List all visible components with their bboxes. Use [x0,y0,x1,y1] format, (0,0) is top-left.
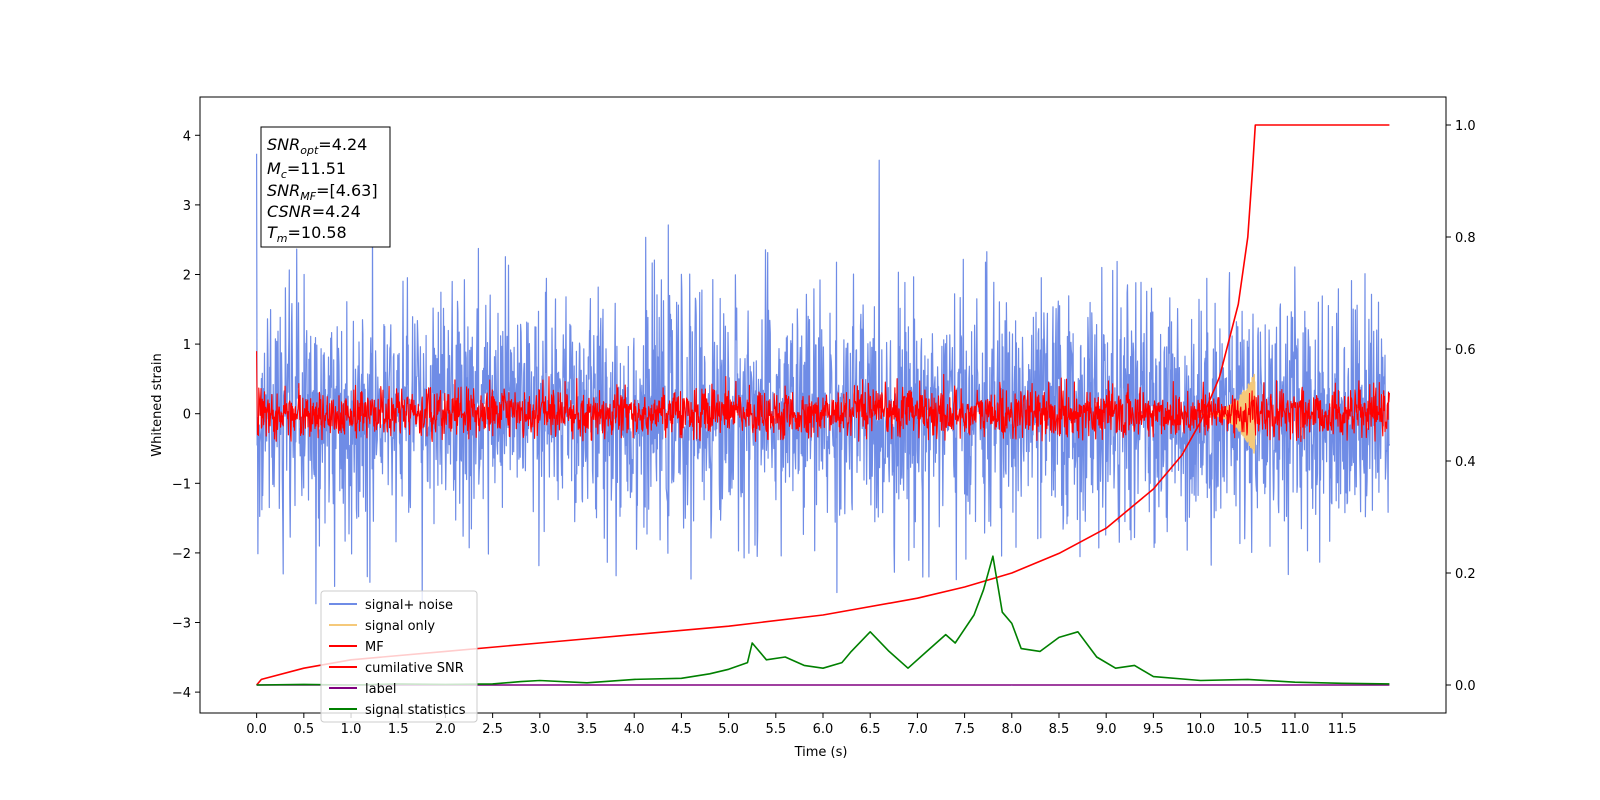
legend-item-signal-statistics: signal statistics [329,703,466,718]
legend-label: signal only [365,619,435,634]
x-tick-label: 1.5 [388,722,409,737]
x-tick-label: 4.0 [624,722,645,737]
x-tick-label: 0.5 [293,722,314,737]
legend-frame [320,590,478,723]
x-tick-label: 9.5 [1143,722,1164,737]
x-tick-label: 4.5 [671,722,692,737]
y-tick-label: 1 [183,338,191,353]
x-tick-label: 9.0 [1096,722,1117,737]
y2-tick-label: 0.6 [1455,343,1476,358]
legend-label: signal statistics [365,703,466,718]
x-tick-label: 1.0 [341,722,362,737]
legend-label: cumilative SNR [365,661,464,676]
axis-layer: 0.0 0.5 1.0 1.5 2.0 2.5 3.0 3.5 4.0 4.5 5.0 5.5 6.0 6… [172,119,1476,737]
legend-label: MF [365,640,384,655]
y2-tick-label: 0.2 [1455,567,1476,582]
series-signal-statistics [256,555,1390,686]
y-tick-label: −2 [172,547,191,562]
legend-label: label [365,682,396,697]
x-tick-label: 8.0 [1001,722,1022,737]
legend-item-label: label [329,682,396,697]
y2-tick-label: 0.8 [1455,231,1476,246]
y-tick-label: 4 [183,129,191,144]
x-tick-label: 7.0 [907,722,928,737]
x-tick-label: 3.0 [529,722,550,737]
x-axis-label: Time (s) [794,745,848,760]
y-axis-label: Whitened strain [150,353,165,456]
x-tick-label: 11.0 [1280,722,1309,737]
legend: signal+ noise signal only MF cumilative … [320,590,478,723]
y2-tick-label: 0.0 [1455,679,1476,694]
info-line-csnr: CSNR=4.24 [267,202,361,221]
legend-item-signal-only: signal only [329,619,435,634]
y-tick-label: 3 [183,199,191,214]
series-mf [256,351,1390,443]
x-tick-label: 7.5 [954,722,975,737]
x-tick-label: 2.0 [435,722,456,737]
info-box: SNRopt=4.24 Mc=11.51 SNRMF=[4.63] CSNR=4… [260,126,391,248]
legend-item-cumulative-snr: cumilative SNR [329,661,464,676]
y-tick-label: −3 [172,617,191,632]
y-tick-label: 2 [183,268,191,283]
x-tick-label: 2.5 [482,722,503,737]
x-tick-label: 3.5 [577,722,598,737]
y2-tick-label: 0.4 [1455,455,1476,470]
x-tick-label: 10.5 [1233,722,1262,737]
x-tick-label: 8.5 [1049,722,1070,737]
legend-item-mf: MF [329,640,384,655]
legend-label: signal+ noise [365,598,453,613]
y2-tick-label: 1.0 [1455,119,1476,134]
y-tick-label: −1 [172,477,191,492]
y-tick-label: −4 [172,686,191,701]
x-tick-label: 6.5 [860,722,881,737]
info-line-snr-opt: SNRopt=4.24 [267,135,367,157]
y-tick-label: 0 [183,408,191,423]
x-tick-label: 0.0 [246,722,267,737]
x-tick-label: 11.5 [1328,722,1357,737]
info-line-snr-mf: SNRMF=[4.63] [267,181,378,203]
legend-item-signal-noise: signal+ noise [329,598,453,613]
info-line-tm: Tm=10.58 [267,223,347,245]
x-tick-label: 5.0 [718,722,739,737]
x-tick-label: 10.0 [1186,722,1215,737]
info-line-mc: Mc=11.51 [267,159,346,181]
x-tick-label: 6.0 [813,722,834,737]
info-box-frame [260,126,391,248]
x-tick-label: 5.5 [765,722,786,737]
